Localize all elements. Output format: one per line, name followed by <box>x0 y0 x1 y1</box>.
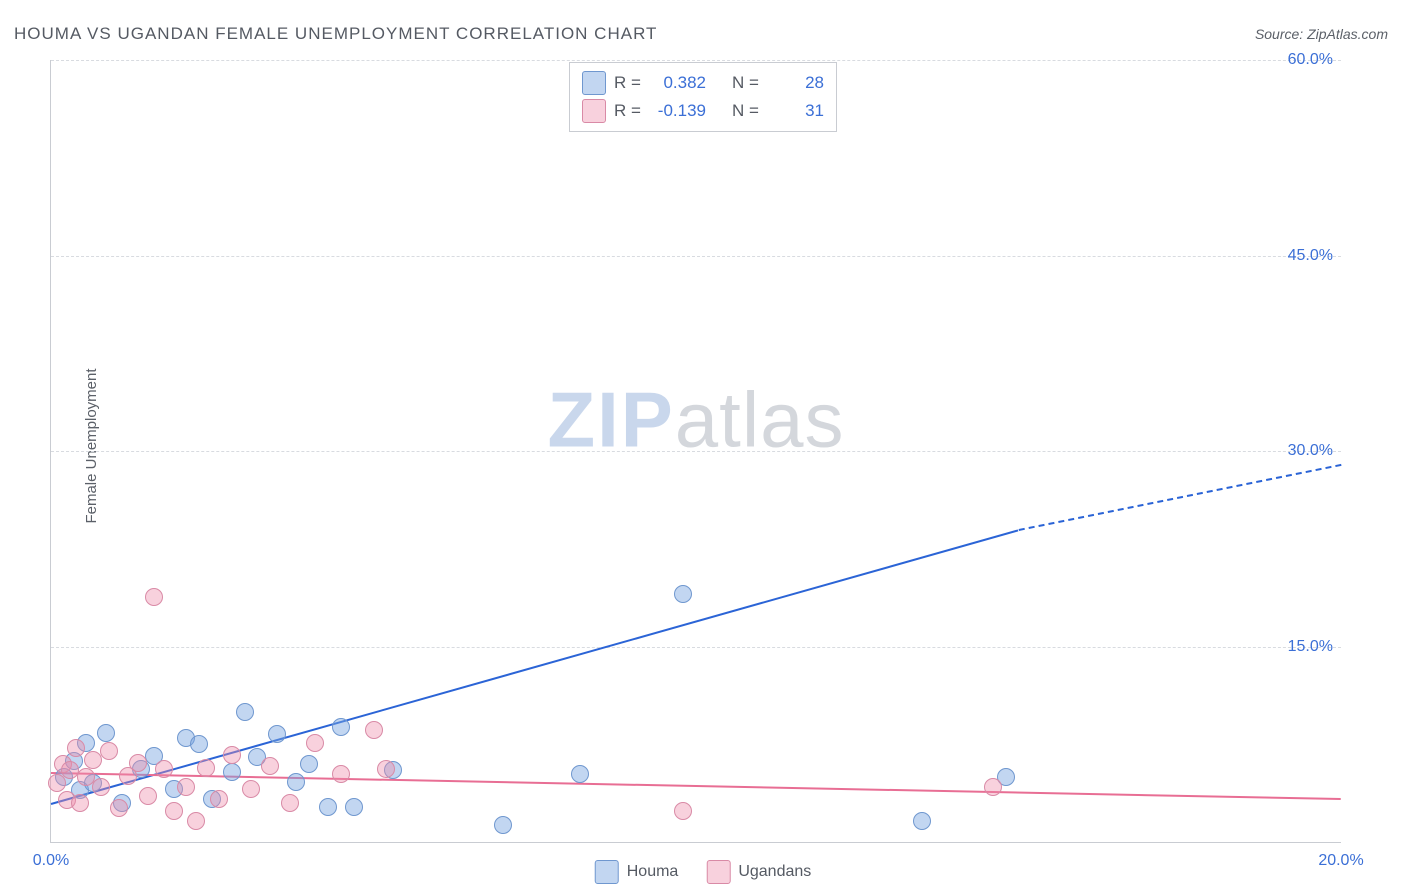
x-tick-label: 20.0% <box>1318 852 1363 870</box>
legend-series-item: Ugandans <box>706 860 811 884</box>
y-tick-label: 45.0% <box>1288 247 1333 265</box>
data-point-ugandans <box>71 794 89 812</box>
data-point-ugandans <box>377 760 395 778</box>
legend-n-value: 28 <box>768 73 824 93</box>
data-point-ugandans <box>145 588 163 606</box>
data-point-houma <box>913 812 931 830</box>
data-point-ugandans <box>365 721 383 739</box>
data-point-ugandans <box>177 778 195 796</box>
data-point-ugandans <box>155 760 173 778</box>
legend-series-item: Houma <box>595 860 679 884</box>
chart-title: HOUMA VS UGANDAN FEMALE UNEMPLOYMENT COR… <box>14 24 657 44</box>
legend-stats-row: R = 0.382 N = 28 <box>582 69 824 97</box>
y-tick-label: 60.0% <box>1288 51 1333 69</box>
x-tick-label: 0.0% <box>33 852 69 870</box>
legend-series-label: Ugandans <box>738 863 811 881</box>
data-point-houma <box>494 816 512 834</box>
data-point-ugandans <box>139 787 157 805</box>
data-point-ugandans <box>165 802 183 820</box>
data-point-houma <box>571 765 589 783</box>
data-point-ugandans <box>197 759 215 777</box>
legend-r-value: 0.382 <box>650 73 706 93</box>
data-point-houma <box>300 755 318 773</box>
data-point-ugandans <box>67 739 85 757</box>
data-point-houma <box>223 763 241 781</box>
gridline <box>51 451 1341 452</box>
y-tick-label: 15.0% <box>1288 638 1333 656</box>
legend-swatch <box>706 860 730 884</box>
data-point-ugandans <box>187 812 205 830</box>
gridline <box>51 647 1341 648</box>
data-point-ugandans <box>984 778 1002 796</box>
data-point-ugandans <box>242 780 260 798</box>
legend-series: Houma Ugandans <box>595 860 812 884</box>
data-point-ugandans <box>100 742 118 760</box>
data-point-houma <box>190 735 208 753</box>
data-point-houma <box>97 724 115 742</box>
data-point-ugandans <box>261 757 279 775</box>
data-point-houma <box>319 798 337 816</box>
legend-stats: R = 0.382 N = 28 R = -0.139 N = 31 <box>569 62 837 132</box>
data-point-ugandans <box>129 754 147 772</box>
data-point-ugandans <box>210 790 228 808</box>
gridline <box>51 256 1341 257</box>
data-point-ugandans <box>332 765 350 783</box>
legend-n-value: 31 <box>768 101 824 121</box>
legend-r-label: R = <box>614 73 642 93</box>
y-tick-label: 30.0% <box>1288 442 1333 460</box>
data-point-ugandans <box>674 802 692 820</box>
data-point-houma <box>287 773 305 791</box>
legend-series-label: Houma <box>627 863 679 881</box>
legend-n-label: N = <box>732 73 760 93</box>
data-point-houma <box>345 798 363 816</box>
source-label: Source: ZipAtlas.com <box>1255 26 1388 42</box>
gridline <box>51 60 1341 61</box>
data-point-ugandans <box>281 794 299 812</box>
legend-r-label: R = <box>614 101 642 121</box>
data-point-ugandans <box>306 734 324 752</box>
data-point-houma <box>268 725 286 743</box>
data-point-ugandans <box>110 799 128 817</box>
legend-n-label: N = <box>732 101 760 121</box>
legend-swatch <box>582 99 606 123</box>
legend-swatch <box>595 860 619 884</box>
data-point-ugandans <box>84 751 102 769</box>
data-point-houma <box>236 703 254 721</box>
legend-stats-row: R = -0.139 N = 31 <box>582 97 824 125</box>
trend-line <box>51 529 1019 805</box>
data-point-ugandans <box>223 746 241 764</box>
trend-line <box>1018 464 1341 533</box>
data-point-houma <box>332 718 350 736</box>
data-point-houma <box>674 585 692 603</box>
legend-swatch <box>582 71 606 95</box>
legend-r-value: -0.139 <box>650 101 706 121</box>
plot-area: ZIPatlas 15.0%30.0%45.0%60.0%0.0%20.0% <box>50 60 1341 843</box>
data-point-ugandans <box>92 778 110 796</box>
